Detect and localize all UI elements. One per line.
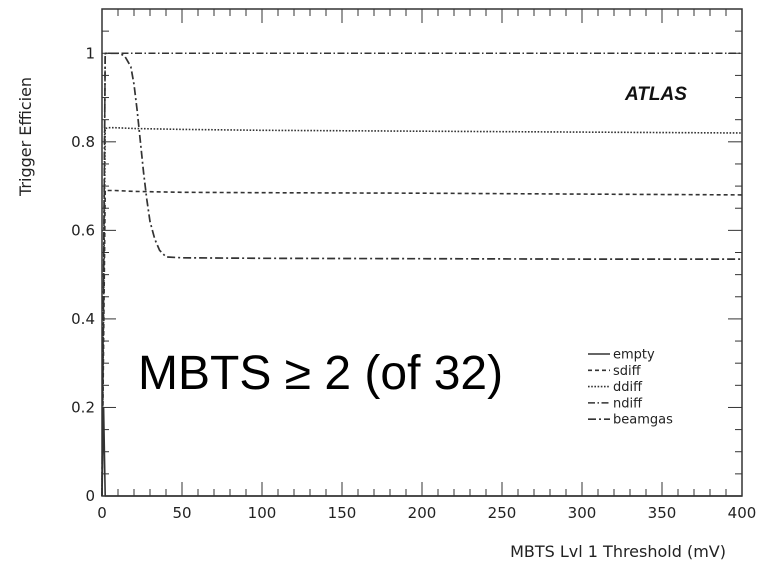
y-axis-label: Trigger Efficien bbox=[16, 77, 35, 197]
x-tick-label: 300 bbox=[568, 504, 597, 522]
y-tick-label: 0.8 bbox=[71, 133, 95, 151]
atlas-label: ATLAS bbox=[624, 84, 687, 105]
series-line-beamgas bbox=[101, 52, 742, 497]
legend-label-empty: empty bbox=[613, 348, 655, 363]
y-tick-label: 0 bbox=[85, 487, 95, 505]
x-tick-label: 0 bbox=[97, 504, 107, 522]
x-tick-label: 100 bbox=[248, 504, 277, 522]
y-tick-label: 0.2 bbox=[71, 398, 95, 416]
y-tick-label: 0.6 bbox=[71, 221, 95, 239]
x-tick-label: 350 bbox=[648, 504, 677, 522]
x-tick-label: 400 bbox=[728, 504, 757, 522]
y-tick-label: 0.4 bbox=[71, 310, 95, 328]
chart-annotation: MBTS ≥ 2 (of 32) bbox=[138, 347, 503, 400]
ticks bbox=[101, 8, 743, 497]
series bbox=[101, 52, 743, 497]
legend-label-sdiff: sdiff bbox=[613, 364, 642, 379]
legend-label-ndiff: ndiff bbox=[613, 396, 643, 411]
x-tick-label: 150 bbox=[328, 504, 357, 522]
legend-label-beamgas: beamgas bbox=[613, 413, 673, 428]
x-tick-label: 250 bbox=[488, 504, 517, 522]
x-tick-label: 200 bbox=[408, 504, 437, 522]
x-tick-label: 50 bbox=[172, 504, 191, 522]
x-axis-label: MBTS Lvl 1 Threshold (mV) bbox=[510, 542, 726, 561]
series-line-ddiff bbox=[101, 126, 743, 497]
y-tick-label: 1 bbox=[85, 44, 95, 62]
series-line-ndiff bbox=[101, 52, 742, 497]
series-line-sdiff bbox=[101, 189, 743, 497]
legend-label-ddiff: ddiff bbox=[613, 380, 643, 395]
tick-labels: 0 50 100 150 200 250 300 350 400 0 0.2 0.4 0.6 0.8 1 bbox=[71, 44, 756, 522]
